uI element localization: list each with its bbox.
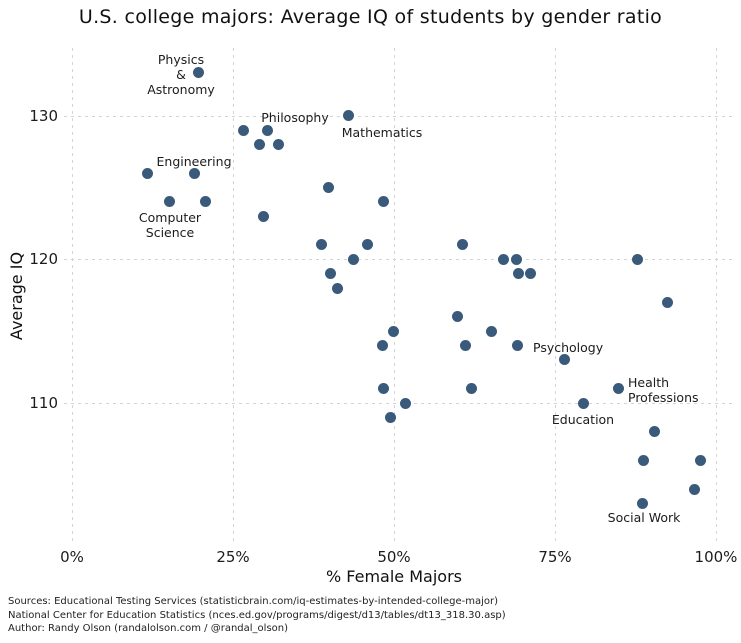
annotation-line: Philosophy: [261, 110, 329, 125]
source-attribution: Sources: Educational Testing Services (s…: [8, 595, 506, 636]
gridline-vertical: [72, 48, 73, 545]
annotation-line: Physics: [157, 51, 205, 67]
data-point: [258, 210, 270, 222]
annotation-line: Professions: [628, 390, 699, 405]
annotation-engineering: Engineering: [44, 154, 344, 169]
annotation-line: Education: [551, 411, 615, 427]
data-point: [695, 454, 707, 466]
data-point: [649, 426, 661, 438]
annotation-line: &: [176, 66, 186, 82]
data-point: [347, 253, 359, 265]
data-point: [384, 411, 396, 423]
data-point: [456, 239, 468, 251]
annotation-line: Health: [628, 375, 670, 390]
data-point-computer-science: [163, 196, 175, 208]
annotation-education: Education: [433, 412, 733, 427]
data-point-mathematics: [342, 110, 354, 122]
gridline-vertical: [555, 48, 556, 545]
gridline-vertical: [716, 48, 717, 545]
annotation-line: Astronomy: [147, 81, 215, 97]
data-point: [199, 196, 211, 208]
data-point: [510, 253, 522, 265]
y-tick-label: 130: [29, 106, 58, 125]
data-point: [637, 454, 649, 466]
annotation-philosophy: Philosophy: [145, 110, 445, 125]
y-axis-title: Average IQ: [7, 251, 26, 341]
data-point: [332, 282, 344, 294]
sources-line-1: Sources: Educational Testing Services (s…: [8, 596, 498, 607]
data-point: [253, 138, 265, 150]
annotation-line: Science: [145, 224, 195, 240]
gridline-horizontal: [64, 403, 732, 404]
annotation-line: Mathematics: [341, 125, 423, 140]
data-point: [513, 268, 525, 280]
data-point: [377, 383, 389, 395]
x-tick-label: 100%: [694, 548, 738, 566]
annotation-psychology: Psychology: [533, 340, 603, 355]
gridline-vertical: [394, 48, 395, 545]
data-point: [688, 483, 700, 495]
data-point-engineering: [188, 167, 200, 179]
data-point: [511, 340, 523, 352]
data-point: [465, 383, 477, 395]
data-point: [486, 325, 498, 337]
annotation-line: Psychology: [533, 340, 604, 355]
data-point-physics-astronomy: [192, 67, 204, 79]
annotation-computer-science: Computer Science: [20, 210, 320, 240]
sources-line-3: Author: Randy Olson (randalolson.com / @…: [8, 623, 289, 634]
data-point-social-work: [637, 498, 649, 510]
annotation-physics-astronomy: Physics & Astronomy: [31, 52, 331, 97]
x-tick-label: 50%: [377, 548, 411, 566]
data-point: [142, 167, 154, 179]
data-point: [400, 397, 412, 409]
data-point-psychology: [559, 354, 571, 366]
data-point: [324, 268, 336, 280]
sources-line-2: National Center for Education Statistics…: [8, 609, 506, 621]
data-point: [323, 182, 335, 194]
data-point: [662, 296, 674, 308]
annotation-health-professions: Health Professions: [628, 375, 699, 405]
x-axis-title: % Female Majors: [326, 567, 462, 586]
y-tick-label: 110: [29, 394, 58, 412]
data-point: [451, 311, 463, 323]
gridline-vertical: [233, 48, 234, 545]
data-point: [459, 340, 471, 352]
annotation-social-work: Social Work: [494, 510, 741, 525]
annotation-line: Computer: [138, 209, 202, 225]
data-point: [362, 239, 374, 251]
data-point-philosophy: [262, 124, 274, 136]
chart-title: U.S. college majors: Average IQ of stude…: [78, 6, 663, 28]
gridline-horizontal: [64, 259, 732, 261]
data-point: [238, 124, 250, 136]
data-point: [272, 138, 284, 150]
annotation-line: Social Work: [607, 510, 681, 525]
x-tick-label: 0%: [60, 548, 84, 566]
data-point-health-professions: [612, 383, 624, 395]
x-tick-label: 25%: [216, 548, 250, 566]
annotation-line: Engineering: [156, 153, 232, 169]
data-point: [631, 253, 643, 265]
x-tick-label: 75%: [538, 548, 572, 566]
gridline-horizontal: [64, 115, 732, 117]
data-point: [387, 325, 399, 337]
data-point: [315, 239, 327, 251]
data-point: [378, 196, 390, 208]
annotation-mathematics: Mathematics: [232, 125, 532, 140]
data-point: [376, 340, 388, 352]
data-point: [525, 268, 537, 280]
data-point-education: [578, 397, 590, 409]
data-point: [497, 253, 509, 265]
y-tick-label: 120: [29, 250, 58, 269]
